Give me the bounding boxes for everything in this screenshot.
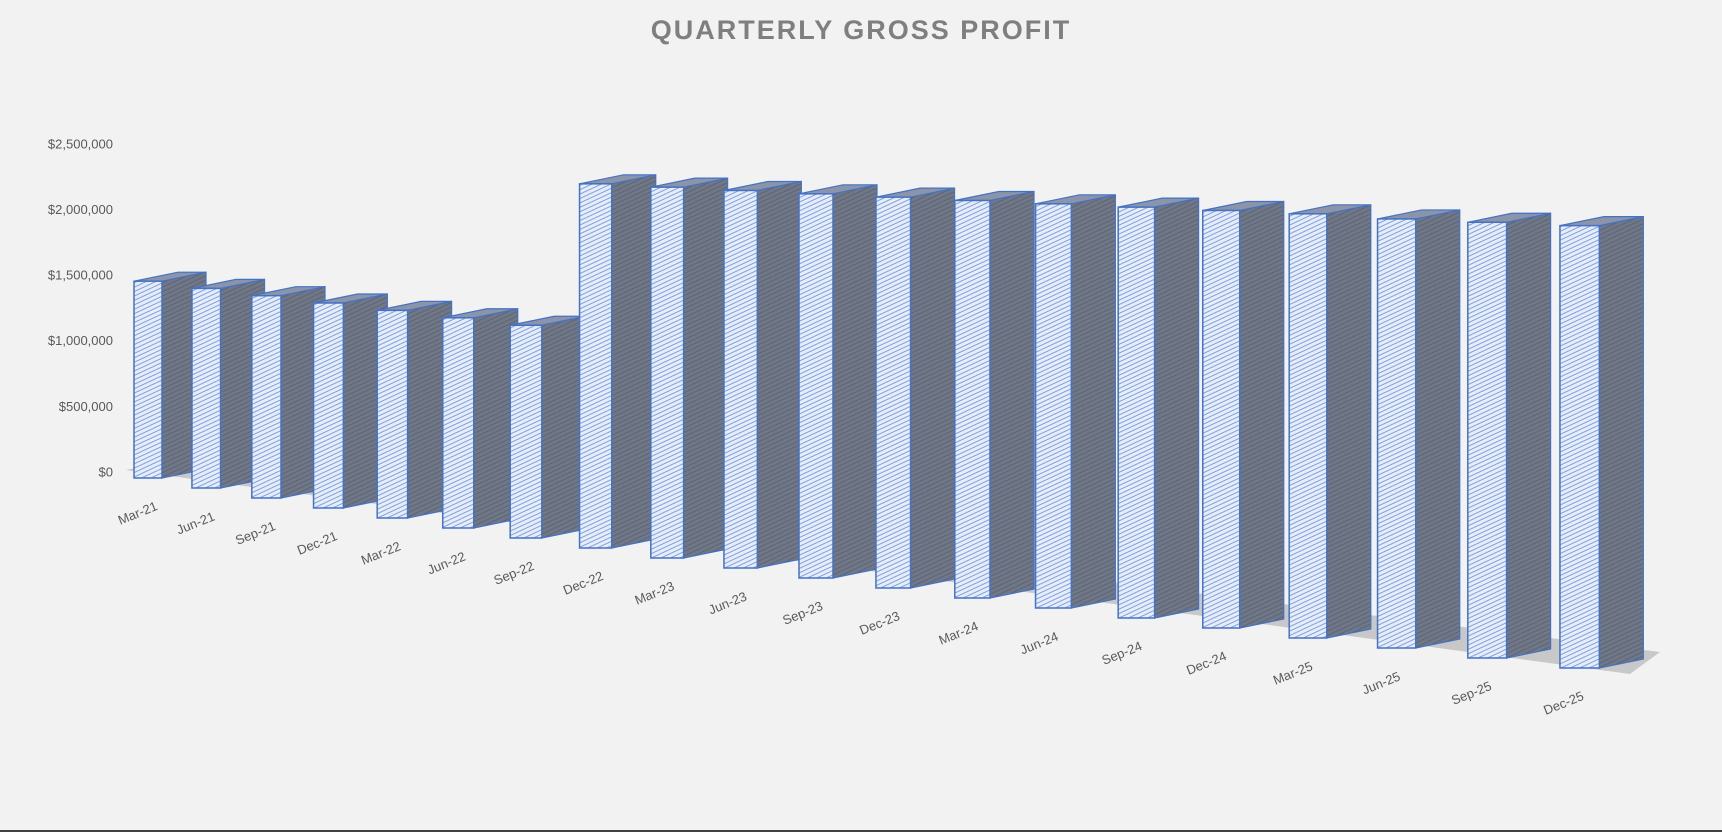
bar-side — [909, 187, 956, 589]
bar-front — [1467, 221, 1508, 659]
bar-side — [832, 184, 878, 579]
bar — [1034, 194, 1116, 609]
bar-front — [1288, 213, 1328, 639]
bar-front — [723, 189, 759, 569]
y-tick-label: $2,000,000 — [48, 202, 113, 217]
bar-front — [376, 309, 409, 519]
bar-side — [1598, 215, 1644, 669]
bar — [509, 315, 587, 539]
bar-front — [1376, 218, 1417, 649]
bar — [798, 184, 878, 579]
y-tick-label: $1,000,000 — [48, 333, 113, 348]
bar-front — [509, 324, 543, 539]
bar-front — [1034, 203, 1073, 609]
bar — [442, 308, 519, 529]
bar — [1288, 204, 1372, 639]
bar-side — [989, 190, 1035, 599]
bar-front — [251, 294, 282, 499]
bar-side — [682, 177, 729, 559]
chart-title: QUARTERLY GROSS PROFIT — [651, 15, 1072, 45]
y-tick-label: $500,000 — [59, 399, 113, 414]
bar-front — [954, 199, 991, 599]
bar — [875, 187, 956, 589]
bar — [1117, 197, 1200, 619]
bar-front — [1559, 224, 1601, 669]
bar — [954, 190, 1035, 599]
bar-front — [875, 196, 912, 589]
bar-front — [442, 317, 475, 529]
bar — [376, 300, 453, 519]
bar — [1559, 215, 1644, 669]
bar — [723, 180, 802, 569]
y-tick-label: $2,500,000 — [48, 136, 113, 151]
bar-front — [1202, 209, 1241, 629]
bar — [312, 293, 388, 509]
bar-front — [191, 287, 222, 489]
bar — [1376, 209, 1461, 649]
bar-front — [133, 280, 163, 479]
bar-side — [1326, 204, 1372, 639]
bar-side — [1239, 200, 1285, 629]
bar-side — [1153, 197, 1200, 619]
bar-side — [1070, 194, 1116, 609]
bar-front — [312, 302, 345, 509]
bar — [1467, 212, 1552, 659]
bar-side — [1415, 209, 1461, 649]
bar — [1202, 200, 1285, 629]
bar-side — [611, 174, 657, 549]
bar-front — [1117, 206, 1156, 619]
bar-side — [1505, 212, 1552, 659]
y-tick-label: $0 — [99, 464, 113, 479]
bar — [650, 177, 729, 559]
y-tick-label: $1,500,000 — [48, 268, 113, 283]
bar-front — [650, 186, 685, 559]
bar-front — [578, 183, 613, 549]
bar-side — [756, 180, 802, 569]
bar — [578, 174, 657, 549]
bar-front — [798, 193, 834, 579]
